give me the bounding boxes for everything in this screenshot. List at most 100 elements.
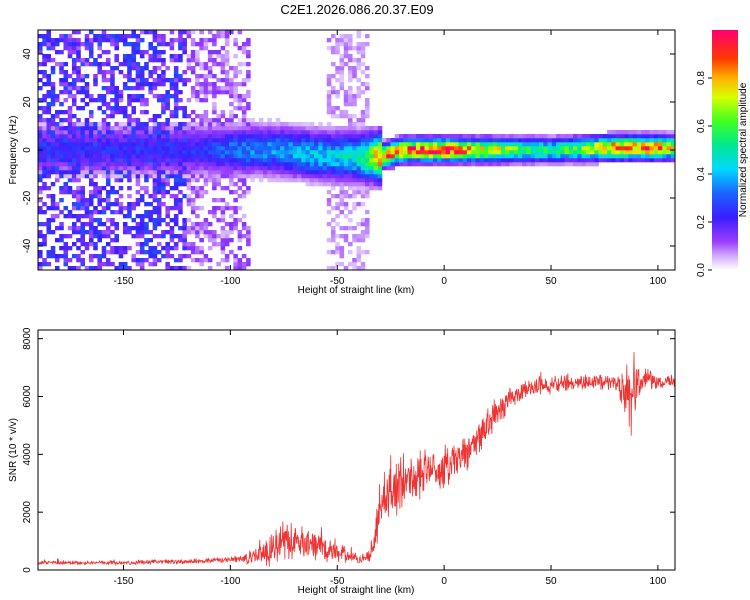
spectrogram-cell — [564, 150, 570, 155]
spectrogram-cell — [356, 42, 362, 47]
spectrogram-cell — [118, 250, 124, 255]
spectrogram-cell — [263, 150, 268, 155]
spectrogram-cell — [505, 162, 510, 167]
spectrogram-cell — [203, 174, 209, 179]
spectrogram-cell — [169, 86, 175, 91]
spectrogram-cell — [343, 94, 349, 99]
spectrogram-cell — [364, 250, 370, 255]
spectrogram-cell — [190, 246, 196, 251]
spectrogram-cell — [169, 94, 175, 99]
spectrogram-cell — [101, 154, 107, 159]
spectrogram-cell — [199, 46, 204, 51]
spectrogram-y-tick-label: -20 — [22, 190, 33, 205]
spectrogram-cell — [632, 158, 638, 163]
spectrogram-cell — [539, 154, 544, 159]
spectrogram-cell — [38, 162, 43, 167]
spectrogram-cell — [488, 138, 493, 143]
spectrogram-cell — [271, 170, 277, 175]
spectrogram-cell — [54, 158, 60, 163]
spectrogram-cell — [199, 62, 204, 67]
spectrogram-cell — [229, 130, 234, 135]
spectrogram-cell — [483, 146, 489, 151]
spectrogram-cell — [54, 174, 60, 179]
spectrogram-cell — [356, 118, 362, 123]
spectrogram-cell — [364, 134, 370, 139]
spectrogram-cell — [88, 154, 94, 159]
spectrogram-cell — [71, 58, 77, 63]
spectrogram-cell — [212, 166, 217, 171]
spectrogram-cell — [577, 162, 582, 167]
spectrogram-cell — [165, 106, 170, 111]
spectrogram-cell — [199, 226, 204, 231]
spectrogram-cell — [607, 138, 612, 143]
spectrogram-cell — [509, 154, 514, 159]
spectrogram-cell — [127, 118, 132, 123]
spectrogram-cell — [38, 178, 43, 183]
spectrogram-cell — [118, 130, 124, 135]
spectrogram-cell — [148, 138, 153, 143]
spectrogram-cell — [114, 66, 119, 71]
spectrogram-cell — [199, 126, 204, 131]
spectrogram-cell — [203, 142, 209, 147]
spectrogram-cell — [212, 122, 217, 127]
spectrogram-cell — [237, 230, 243, 235]
spectrogram-cell — [190, 38, 196, 43]
spectrogram-cell — [139, 142, 145, 147]
spectrogram-cell — [114, 138, 119, 143]
spectrogram-cell — [360, 166, 366, 171]
spectrogram-cell — [88, 190, 94, 195]
spectrogram-cell — [212, 138, 217, 143]
spectrogram-cell — [114, 46, 119, 51]
spectrogram-cell — [339, 262, 345, 267]
spectrogram-cell — [564, 138, 570, 143]
spectrogram-cell — [301, 142, 306, 147]
spectrogram-cell — [212, 82, 217, 87]
spectrogram-cell — [190, 70, 196, 75]
spectrogram-cell — [339, 78, 345, 83]
spectrogram-cell — [46, 194, 52, 199]
spectrogram-cell — [483, 142, 489, 147]
spectrogram-cell — [67, 126, 73, 131]
spectrogram-cell — [636, 134, 642, 139]
spectrogram-cell — [67, 74, 73, 79]
spectrogram-cell — [38, 186, 43, 191]
spectrogram-cell — [258, 142, 264, 147]
spectrogram-cell — [229, 126, 234, 131]
spectrogram-cell — [356, 146, 362, 151]
spectrogram-cell — [101, 254, 107, 259]
spectrogram-cell — [373, 178, 379, 183]
spectrogram-cell — [76, 170, 81, 175]
spectrogram-cell — [144, 150, 149, 155]
spectrogram-cell — [568, 162, 574, 167]
spectrogram-cell — [186, 126, 192, 131]
spectrogram-cell — [224, 134, 230, 139]
spectrogram-cell — [156, 258, 162, 263]
spectrogram-cell — [229, 146, 234, 151]
spectrogram-cell — [645, 130, 650, 135]
spectrogram-cell — [449, 138, 455, 143]
spectrogram-cell — [46, 158, 52, 163]
spectrogram-cell — [246, 130, 251, 135]
spectrogram-cell — [105, 126, 111, 131]
spectrogram-cell — [505, 138, 510, 143]
spectrogram-cell — [241, 194, 247, 199]
spectrogram-cell — [653, 146, 659, 151]
spectrogram-cell — [216, 154, 221, 159]
spectrogram-cell — [212, 50, 217, 55]
series-line-snr — [38, 352, 675, 567]
spectrogram-cell — [46, 150, 52, 155]
spectrogram-cell — [339, 142, 345, 147]
spectrogram-cell — [309, 142, 315, 147]
spectrogram-cell — [220, 246, 226, 251]
spectrogram-cell — [645, 138, 650, 143]
spectrogram-cell — [114, 90, 119, 95]
spectrogram-cell — [199, 206, 204, 211]
spectrogram-cell — [127, 98, 132, 103]
spectrogram-cell — [246, 150, 251, 155]
spectrogram-cell — [364, 162, 370, 167]
spectrogram-cell — [144, 122, 149, 127]
spectrogram-cell — [275, 162, 281, 167]
spectrogram-cell — [632, 142, 638, 147]
spectrogram-cell — [411, 154, 417, 159]
spectrogram-cell — [241, 170, 247, 175]
